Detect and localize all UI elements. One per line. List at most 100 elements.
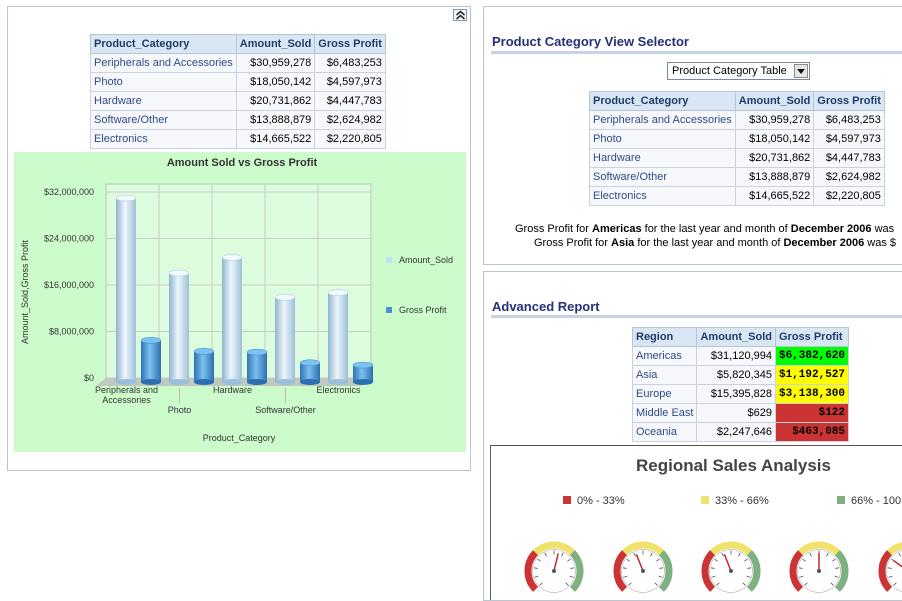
gp-line-asia: Gross Profit for Asia for the last year … [534,237,896,249]
value-cell: $20,731,862 [236,92,315,111]
region-cell[interactable]: Oceania [633,423,697,442]
bar-top [194,348,214,354]
table-row: Peripherals and Accessories$30,959,278$6… [91,54,386,73]
dropdown-arrow-icon[interactable] [794,64,808,78]
profit-cell: $1,192,527 [775,366,848,385]
category-cell[interactable]: Peripherals and Accessories [590,111,736,130]
value-cell: $4,597,973 [315,73,386,92]
column-header[interactable]: Amount_Sold [735,92,814,111]
bar-amount-sold[interactable] [169,273,189,382]
bar-top [247,349,267,355]
amount-cell: $31,120,994 [697,347,776,366]
amount-cell: $2,247,646 [697,423,776,442]
y-tick-label: $32,000,000 [44,187,94,197]
column-header[interactable]: Product_Category [91,35,237,54]
value-cell: $14,665,522 [735,187,814,206]
column-header[interactable]: Amount_Sold [697,328,776,347]
view-selector-dropdown[interactable]: Product Category Table [667,62,810,80]
category-cell[interactable]: Photo [590,130,736,149]
y-tick-label: $24,000,000 [44,234,94,244]
gauge[interactable] [793,545,845,593]
y-tick-label: $16,000,000 [44,280,94,290]
bar-amount-sold[interactable] [275,297,295,382]
region-cell[interactable]: Americas [633,347,697,366]
category-cell[interactable]: Photo [91,73,237,92]
amount-cell: $5,820,345 [697,366,776,385]
value-cell: $2,220,805 [814,187,885,206]
bar-amount-sold[interactable] [328,293,348,382]
gauge-row [491,446,902,601]
advanced-panel-title: Advanced Report [492,299,600,314]
region-cell[interactable]: Middle East [633,404,697,423]
bar-amount-sold[interactable] [116,198,136,382]
category-cell[interactable]: Electronics [91,130,237,149]
value-cell: $14,665,522 [236,130,315,149]
region-cell[interactable]: Europe [633,385,697,404]
regional-sales-analysis: Regional Sales Analysis 0% - 33% 33% - 6… [490,445,902,601]
category-cell[interactable]: Peripherals and Accessories [91,54,237,73]
gauge[interactable] [617,545,669,593]
bar-gross-profit[interactable] [247,352,267,382]
gauge[interactable] [705,545,757,593]
y-tick-label: $0 [84,373,94,383]
table-row: Peripherals and Accessories$30,959,278$6… [590,111,885,130]
profit-cell: $3,138,300 [775,385,848,404]
bar-gross-profit[interactable] [194,351,214,382]
y-axis-label: Amount_Sold,Gross Profit [20,239,30,344]
column-header[interactable]: Gross Profit [315,35,386,54]
gp-line-americas: Gross Profit for Americas for the last y… [515,223,894,235]
collapse-button[interactable] [453,9,467,21]
table-row: Hardware$20,731,862$4,447,783 [590,149,885,168]
column-header[interactable]: Gross Profit [775,328,848,347]
table-row: Oceania$2,247,646$463,085 [633,423,849,442]
value-cell: $6,483,253 [315,54,386,73]
category-cell[interactable]: Software/Other [91,111,237,130]
gauge[interactable] [528,545,580,593]
category-cell[interactable]: Hardware [590,149,736,168]
category-cell[interactable]: Software/Other [590,168,736,187]
legend-label: Amount_Sold [399,255,453,265]
bar-amount-sold[interactable] [222,257,242,382]
value-cell: $18,050,142 [735,130,814,149]
table-row: Europe$15,395,828$3,138,300 [633,385,849,404]
table-row: Photo$18,050,142$4,597,973 [590,130,885,149]
table-row: Electronics$14,665,522$2,220,805 [590,187,885,206]
profit-cell: $122 [775,404,848,423]
category-cell[interactable]: Hardware [91,92,237,111]
gauge-hub [729,569,733,573]
bar-top [141,337,161,343]
region-cell[interactable]: Asia [633,366,697,385]
value-cell: $30,959,278 [735,111,814,130]
column-header[interactable]: Amount_Sold [236,35,315,54]
x-tick-label: Software/Other [255,405,316,415]
column-header[interactable]: Gross Profit [814,92,885,111]
value-cell: $6,483,253 [814,111,885,130]
bar-gross-profit[interactable] [141,340,161,382]
column-header[interactable]: Product_Category [590,92,736,111]
bar-top [353,362,373,368]
gauge[interactable] [882,545,902,593]
bar-top [328,290,348,296]
table-row: Photo$18,050,142$4,597,973 [91,73,386,92]
value-cell: $2,220,805 [315,130,386,149]
table-row: Software/Other$13,888,879$2,624,982 [590,168,885,187]
double-chevron-up-icon [455,10,466,20]
legend-swatch [386,307,392,313]
column-header[interactable]: Region [633,328,697,347]
title-divider [491,315,902,318]
table-row: Middle East$629$122 [633,404,849,423]
y-tick-label: $8,000,000 [49,327,94,337]
selector-panel: Product Category View Selector Product C… [483,6,902,265]
x-axis-label: Product_Category [203,433,276,443]
table-row: Americas$31,120,994$6,382,620 [633,347,849,366]
gauge-hub [552,569,556,573]
category-cell[interactable]: Electronics [590,187,736,206]
bar-base [275,379,295,385]
bar-base [169,379,189,385]
value-cell: $13,888,879 [236,111,315,130]
